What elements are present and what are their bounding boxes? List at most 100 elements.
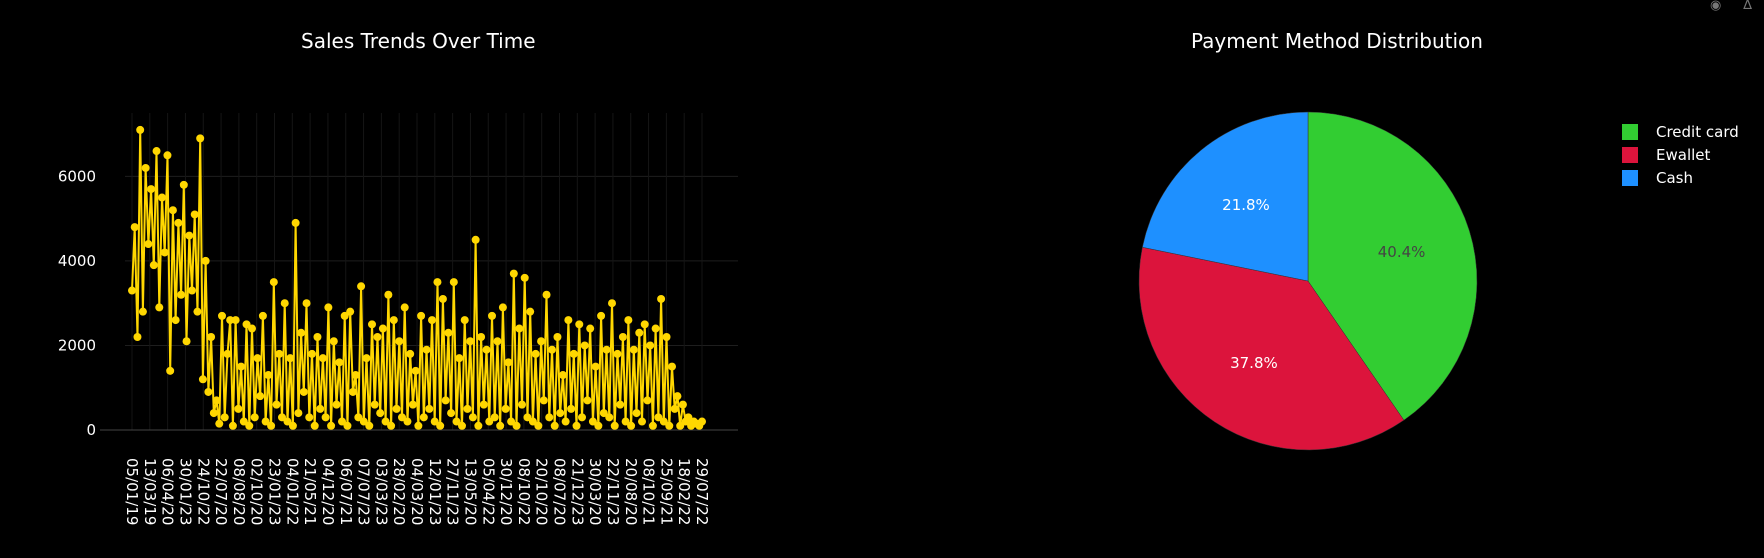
x-tick-label: 08/07/20 [551,458,569,525]
data-point [515,324,524,333]
line-chart-title: Sales Trends Over Time [301,29,536,53]
data-point [455,354,464,363]
data-point [354,413,363,422]
data-point [231,316,240,325]
data-point [460,316,469,325]
x-tick-label: 05/04/22 [479,458,497,525]
data-point [267,421,276,430]
x-tick-label: 30/01/23 [176,458,194,525]
data-point [147,185,156,194]
data-point [138,307,147,316]
data-point [501,404,510,413]
data-point [629,345,638,354]
x-tick-label: 22/07/20 [212,458,230,525]
y-tick-label: 4000 [58,252,96,270]
data-point [509,269,518,278]
data-point [523,413,532,422]
data-point [313,333,322,342]
data-point [417,311,426,320]
data-point [646,341,655,350]
legend-label: Ewallet [1656,145,1711,164]
data-point [128,286,136,295]
data-point [659,417,668,426]
data-point [283,417,292,426]
data-point [580,341,589,350]
data-point [275,349,284,358]
data-point [466,337,475,346]
data-point [618,333,627,342]
data-point [561,417,570,426]
data-point [196,134,205,143]
data-point [158,193,166,202]
data-point [348,387,357,396]
data-point [280,299,289,308]
data-point [591,362,600,371]
data-point [286,354,295,363]
data-point [368,320,376,329]
data-point [430,417,439,426]
legend-item-cash[interactable]: Cash [1622,166,1739,189]
legend-item-credit-card[interactable]: Credit card [1622,120,1739,143]
data-point [209,409,218,418]
data-point [239,417,248,426]
data-point [149,261,158,270]
data-point [542,290,551,299]
data-point [403,417,412,426]
data-point [531,349,540,358]
data-point [654,413,663,422]
data-point [613,349,622,358]
data-point [384,290,393,299]
data-point [411,366,420,375]
data-point [616,400,625,409]
data-point [665,421,674,430]
data-point [242,320,251,329]
data-point [365,421,374,430]
data-point [512,421,521,430]
data-point [190,210,199,219]
data-point [351,371,360,380]
data-point [463,404,472,413]
data-point [635,328,644,337]
data-point [346,307,355,316]
data-point [256,392,265,401]
data-point [198,375,207,384]
data-point [422,345,431,354]
data-point [578,413,586,422]
x-tick-label: 29/07/22 [693,458,711,525]
data-point [327,421,336,430]
data-point [234,404,243,413]
camera-icon[interactable]: ◉ [1709,0,1722,13]
x-tick-label: 13/05/20 [461,458,479,525]
legend-label: Credit card [1656,122,1739,141]
data-point [179,180,188,189]
data-point [471,235,480,244]
data-point [493,337,502,346]
data-point [553,333,562,342]
data-point [389,316,398,325]
bar-chart-icon[interactable]: ∆ [1743,0,1752,13]
modebar: ◉ ∆ [1710,0,1752,12]
data-point [166,366,175,375]
data-point [670,404,679,413]
data-point [474,421,483,430]
legend-item-ewallet[interactable]: Ewallet [1622,143,1739,166]
data-point [504,358,513,367]
data-point [228,421,237,430]
data-point [520,273,529,282]
data-point [608,299,616,308]
data-point [318,354,327,363]
data-point [258,311,267,320]
data-point [387,421,396,430]
x-tick-label: 12/01/23 [426,458,444,525]
data-point [174,218,183,227]
data-point [392,404,401,413]
data-point [218,311,226,320]
data-point [485,417,494,426]
data-point [414,421,423,430]
x-tick-label: 13/03/19 [141,458,159,525]
data-point [425,404,434,413]
x-tick-label: 23/01/23 [266,458,284,525]
data-point [447,409,456,418]
data-point [526,307,535,316]
